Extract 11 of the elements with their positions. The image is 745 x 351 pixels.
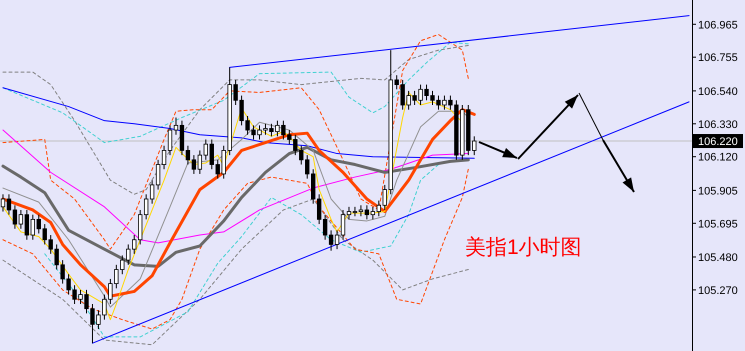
ref-line-label: 106.220 (698, 136, 738, 148)
y-tick-label: 105.270 (698, 284, 738, 297)
y-tick-label: 105.480 (698, 252, 738, 264)
y-tick-label: 105.695 (698, 218, 738, 230)
y-tick-label: 106.965 (698, 19, 738, 32)
y-tick-label: 106.540 (698, 86, 738, 98)
y-tick-label: 105.905 (698, 185, 738, 198)
y-tick-label: 106.755 (698, 52, 738, 64)
y-tick-label: 106.120 (698, 152, 738, 164)
y-tick-label: 106.330 (698, 118, 738, 131)
annotation: 美指1小时图 (465, 236, 582, 259)
